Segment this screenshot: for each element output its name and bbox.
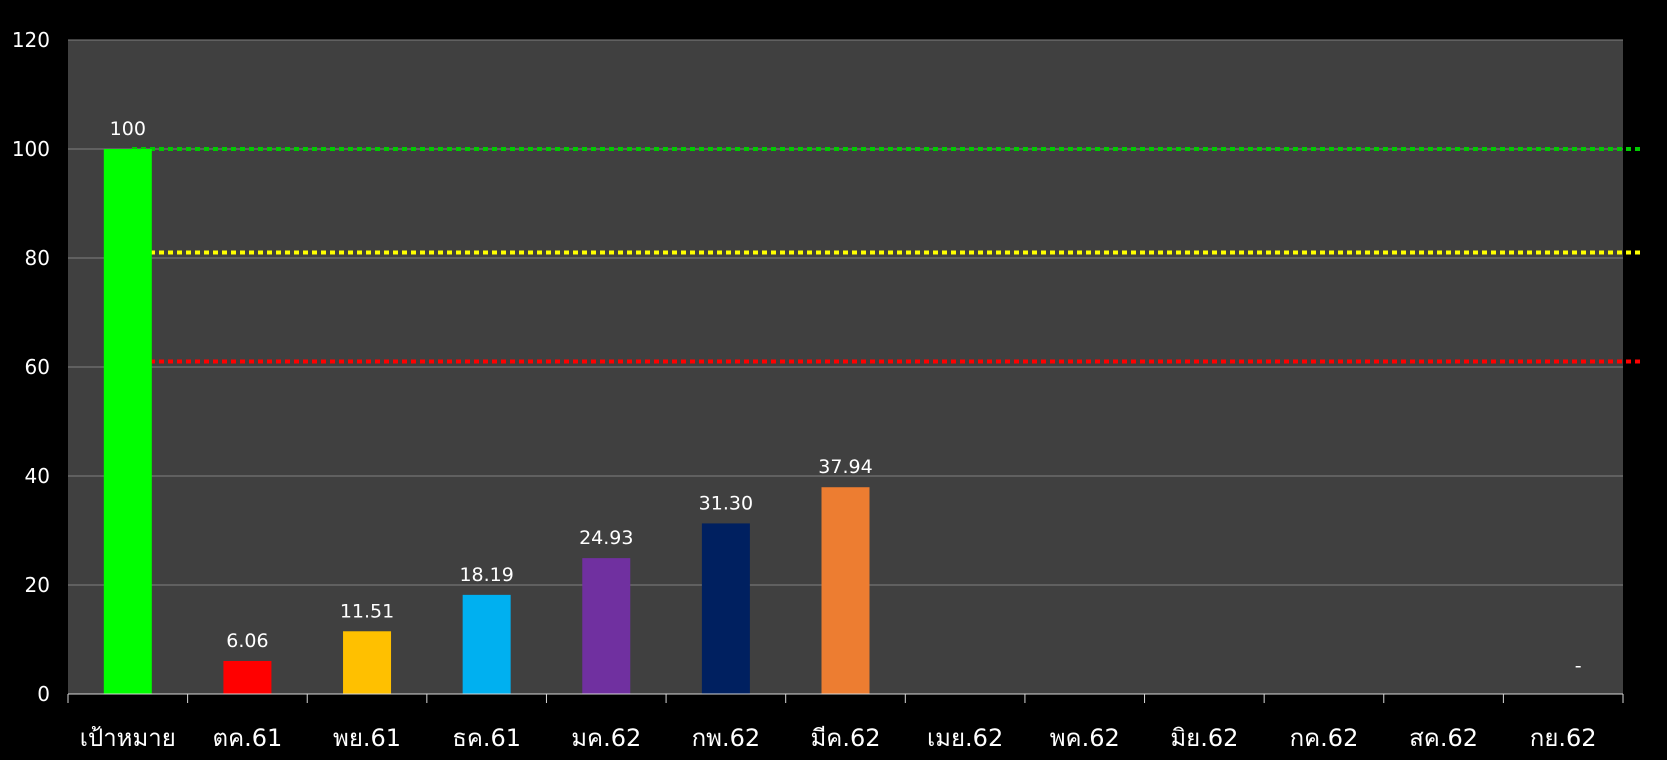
x-tick-label: กย.62: [1530, 724, 1597, 752]
y-tick-label: 80: [25, 246, 50, 270]
x-tick-label: พย.61: [333, 724, 401, 752]
data-label: 6.06: [226, 630, 268, 652]
x-tick-label: มิย.62: [1170, 724, 1238, 752]
x-tick-label: พค.62: [1050, 724, 1120, 752]
y-tick-label: 100: [12, 137, 50, 161]
data-label: 31.30: [699, 492, 753, 514]
x-tick-label: มค.62: [571, 724, 641, 752]
x-tick-label: ตค.61: [213, 724, 283, 752]
x-tick-label: เป้าหมาย: [80, 724, 176, 752]
x-tick-label: สค.62: [1409, 724, 1478, 752]
data-label: 100: [110, 118, 146, 140]
bar: [462, 594, 511, 694]
x-tick-label: ธค.61: [452, 724, 521, 752]
bar: [701, 523, 750, 694]
bar: [343, 631, 392, 694]
bar: [103, 149, 152, 694]
y-tick-label: 60: [25, 355, 50, 379]
data-label: 37.94: [818, 456, 872, 478]
x-tick-label: มีค.62: [810, 724, 880, 752]
x-tick-label: กพ.62: [692, 724, 761, 752]
data-labels: 100 6.06 11.51 18.19 24.93 31.30 37.94 -: [110, 118, 1582, 677]
x-tick-label: กค.62: [1290, 724, 1359, 752]
bar: [821, 487, 870, 694]
data-label: 24.93: [579, 527, 633, 549]
bars: [103, 149, 870, 694]
data-label: 18.19: [459, 564, 513, 586]
data-label: -: [1575, 655, 1582, 677]
y-tick-label: 40: [25, 464, 50, 488]
y-axis-ticks: 0 20 40 60 80 100 120: [12, 28, 50, 706]
y-tick-label: 120: [12, 28, 50, 52]
y-tick-label: 20: [25, 573, 50, 597]
bar: [223, 660, 272, 694]
y-tick-label: 0: [37, 682, 50, 706]
x-axis: เป้าหมาย ตค.61 พย.61 ธค.61 มค.62 กพ.62 มีค.62 เ…: [67, 693, 1624, 752]
data-label: 11.51: [340, 600, 394, 622]
bar: [582, 558, 631, 694]
x-tick-label: เมย.62: [927, 724, 1003, 752]
